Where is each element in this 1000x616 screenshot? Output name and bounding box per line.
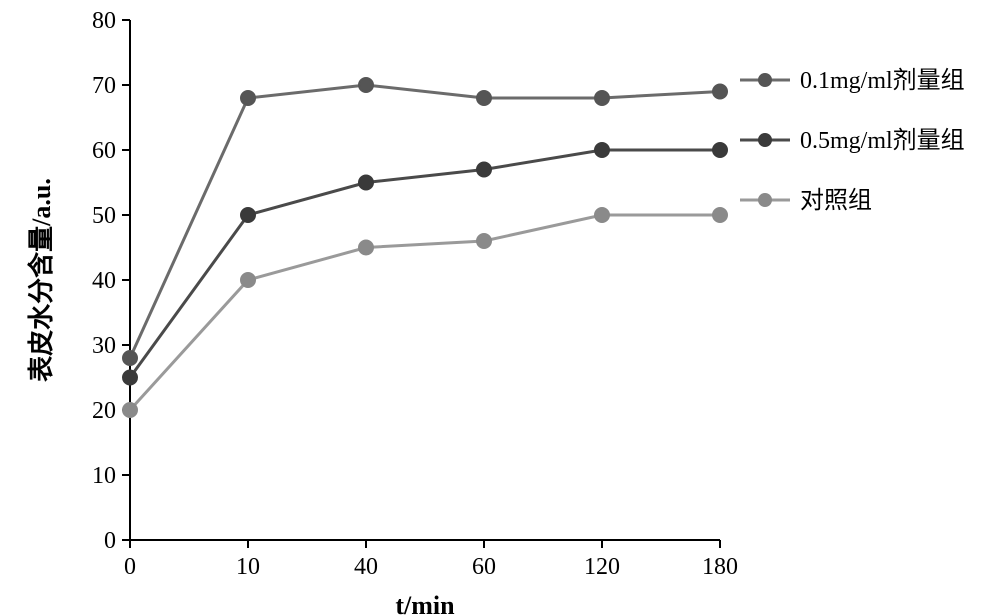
- y-axis-title: 表皮水分含量/a.u.: [26, 178, 56, 382]
- series-marker: [713, 85, 727, 99]
- series-line: [130, 150, 720, 378]
- y-tick-label: 20: [92, 398, 116, 424]
- legend-label: 0.1mg/ml剂量组: [800, 67, 965, 94]
- series-marker: [241, 273, 255, 287]
- series-marker: [595, 143, 609, 157]
- series-marker: [477, 91, 491, 105]
- series-1: [123, 143, 727, 385]
- legend-item: 对照组: [740, 187, 872, 214]
- series-marker: [595, 208, 609, 222]
- x-tick-label: 120: [584, 554, 620, 580]
- y-tick-label: 10: [92, 463, 116, 489]
- series-marker: [241, 91, 255, 105]
- series-line: [130, 215, 720, 410]
- series-marker: [241, 208, 255, 222]
- y-tick-label: 70: [92, 73, 116, 99]
- y-tick-label: 40: [92, 268, 116, 294]
- legend-marker: [758, 73, 772, 87]
- chart-container: 0 10 20 30 40 50 60 70 80 0 10 40 60 120 180 表皮水分含量/a.u…: [0, 0, 1000, 616]
- series-marker: [123, 351, 137, 365]
- legend-item: 0.1mg/ml剂量组: [740, 67, 965, 94]
- legend-item: 0.5mg/ml剂量组: [740, 127, 965, 154]
- y-tick-label: 30: [92, 333, 116, 359]
- legend-label: 0.5mg/ml剂量组: [800, 127, 965, 154]
- series-marker: [713, 143, 727, 157]
- x-tick-label: 0: [124, 554, 136, 580]
- y-tick-label: 80: [92, 8, 116, 34]
- series-marker: [359, 176, 373, 190]
- y-tick-label: 60: [92, 138, 116, 164]
- legend-marker: [758, 133, 772, 147]
- y-tick-label: 0: [104, 528, 116, 554]
- x-tick-label: 60: [472, 554, 496, 580]
- x-tick-label: 180: [702, 554, 738, 580]
- series-group: [123, 78, 727, 417]
- series-marker: [477, 163, 491, 177]
- series-2: [123, 208, 727, 417]
- x-axis-title: t/min: [395, 591, 455, 616]
- series-marker: [713, 208, 727, 222]
- series-marker: [123, 403, 137, 417]
- series-marker: [595, 91, 609, 105]
- series-line: [130, 85, 720, 358]
- series-marker: [477, 234, 491, 248]
- legend-marker: [758, 193, 772, 207]
- line-chart: 0 10 20 30 40 50 60 70 80 0 10 40 60 120 180 表皮水分含量/a.u…: [0, 0, 1000, 616]
- x-tick-label: 40: [354, 554, 378, 580]
- series-0: [123, 78, 727, 365]
- series-marker: [359, 241, 373, 255]
- series-marker: [123, 371, 137, 385]
- legend-label: 对照组: [800, 187, 872, 214]
- legend: 0.1mg/ml剂量组 0.5mg/ml剂量组对照组: [740, 67, 965, 214]
- series-marker: [359, 78, 373, 92]
- x-tick-label: 10: [236, 554, 260, 580]
- y-tick-label: 50: [92, 203, 116, 229]
